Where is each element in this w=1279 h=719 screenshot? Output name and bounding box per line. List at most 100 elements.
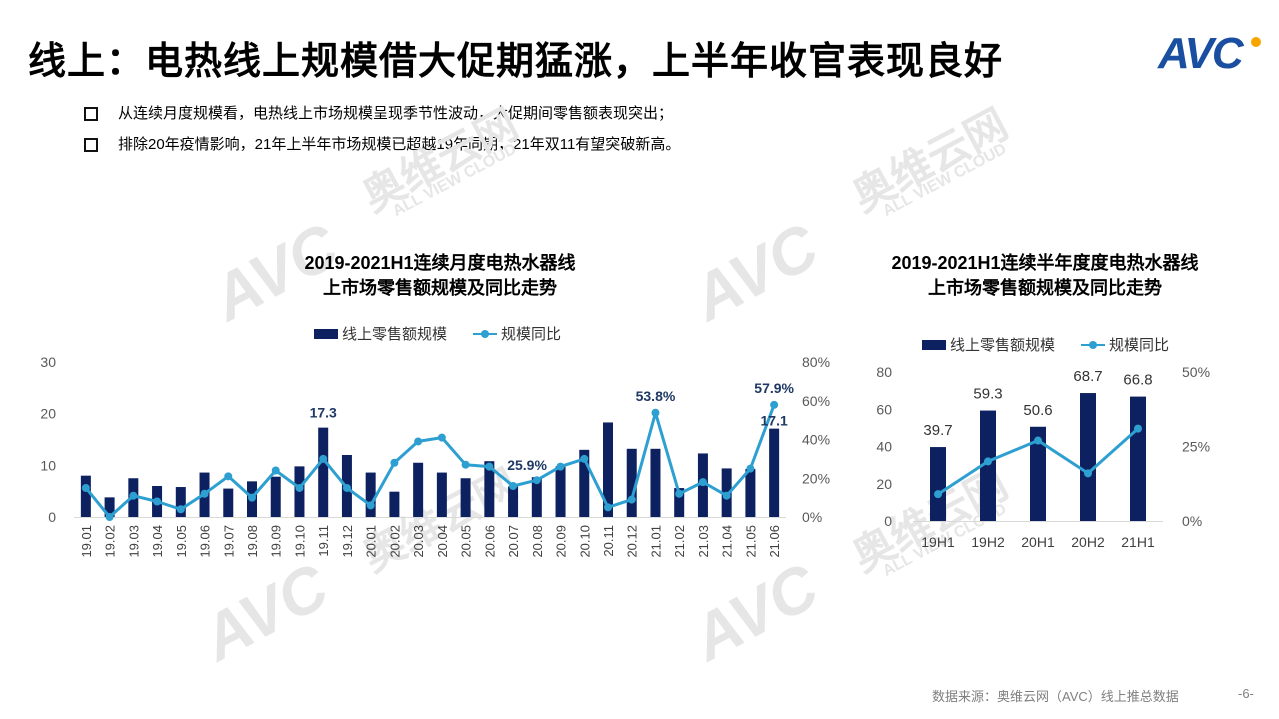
bar	[460, 478, 471, 517]
y-left-tick-label: 20	[876, 476, 892, 492]
chart1-title-line: 2019-2021H1连续月度电热水器线	[304, 253, 576, 273]
x-tick-label: 19.01	[79, 525, 94, 558]
y-left-tick-label: 10	[40, 457, 56, 473]
line-point	[770, 400, 779, 409]
bar-value-label: 68.7	[1073, 368, 1102, 385]
line-point	[105, 513, 114, 521]
line-point	[319, 454, 328, 463]
x-tick-label: 20.08	[530, 525, 545, 558]
line-point	[295, 483, 304, 492]
data-label: 53.8%	[636, 388, 676, 404]
line-point	[556, 462, 565, 471]
bar	[508, 486, 519, 517]
x-tick-label: 19.07	[221, 525, 236, 558]
bar	[318, 427, 329, 517]
line-point	[698, 478, 707, 487]
y-left-tick-label: 40	[876, 439, 892, 455]
line-point	[722, 491, 731, 500]
bar	[674, 488, 685, 517]
line-point	[461, 460, 470, 469]
y-left-tick-label: 80	[876, 364, 892, 380]
line-point	[604, 503, 612, 512]
line-point	[509, 482, 518, 490]
line-point	[153, 497, 162, 506]
x-tick-label: 20.10	[577, 525, 592, 558]
y-left-tick-label: 60	[876, 401, 892, 417]
y-left-tick-label: 0	[884, 513, 892, 529]
bar-value-label: 66.8	[1123, 372, 1152, 389]
y-left-tick-label: 20	[40, 406, 56, 422]
y-right-tick-label: 0%	[802, 509, 822, 525]
square-bullet-icon	[84, 106, 98, 121]
logo-dot	[1251, 37, 1261, 47]
x-tick-label: 19.06	[198, 525, 213, 558]
data-label: 25.9%	[507, 457, 547, 473]
y-left-tick-label: 30	[40, 354, 56, 370]
x-tick-label: 21.04	[720, 525, 735, 558]
x-tick-label: 20.12	[625, 525, 640, 558]
y-right-tick-label: 60%	[802, 393, 830, 409]
line-point	[342, 483, 351, 492]
x-tick-label: 19.10	[292, 525, 307, 558]
bar	[365, 472, 376, 517]
x-tick-label: 19.08	[245, 525, 260, 558]
page-number: -6-	[1238, 686, 1254, 701]
bar	[413, 462, 424, 517]
bar	[531, 477, 542, 517]
bar	[484, 461, 495, 517]
bar-value-label: 50.6	[1023, 402, 1052, 419]
logo-text: AVC	[1157, 29, 1245, 78]
bar	[175, 487, 186, 517]
legend-line-label: 规模同比	[1109, 337, 1170, 354]
y-right-tick-label: 80%	[802, 354, 830, 370]
series-line	[84, 404, 776, 519]
y-right-tick-label: 50%	[1182, 364, 1210, 380]
x-tick-label: 20.06	[482, 525, 497, 558]
bar	[555, 466, 566, 517]
bar	[389, 491, 400, 517]
bar	[223, 488, 234, 517]
line-point	[485, 462, 494, 471]
line-point	[627, 495, 636, 504]
line-point	[176, 505, 185, 514]
data-label: 17.1	[761, 413, 788, 429]
x-tick-label: 19.12	[340, 525, 355, 558]
chart2-title: 2019-2021H1连续半年度度电热水器线 上市场零售额规模及同比走势	[845, 251, 1245, 301]
chart1-legend: 线上零售额规模 规模同比	[314, 323, 561, 344]
chart1-title: 2019-2021H1连续月度电热水器线 上市场零售额规模及同比走势	[230, 251, 650, 301]
line-point	[1034, 436, 1042, 445]
line-point	[746, 464, 755, 473]
x-tick-label: 21.03	[696, 525, 711, 558]
line-point	[1134, 424, 1142, 433]
x-tick-label: 21.01	[648, 525, 663, 558]
page-title: 线上：电热线上规模借大促期猛涨，上半年收官表现良好	[28, 41, 1004, 83]
x-tick-label: 20.11	[601, 525, 616, 557]
x-tick-label: 20.01	[364, 525, 379, 558]
bullet-text: 排除20年疫情影响，21年上半年市场规模已超越19年同期，21年双11有望突破新…	[118, 136, 681, 153]
chart1-title-line: 上市场零售额规模及同比走势	[323, 278, 557, 298]
line-point	[984, 457, 992, 466]
line-point	[414, 437, 423, 446]
line-point	[390, 458, 399, 467]
bar	[930, 447, 946, 521]
x-tick-label: 20H2	[1071, 534, 1105, 550]
x-tick-label: 20.02	[387, 525, 402, 558]
line-point	[129, 491, 138, 500]
y-right-tick-label: 20%	[802, 470, 830, 486]
bullet-text: 从连续月度规模看，电热线上市场规模呈现季节性波动，大促期间零售额表现突出；	[118, 105, 674, 122]
bar	[650, 448, 661, 517]
bar-legend-swatch	[314, 328, 338, 339]
line-legend-swatch	[473, 329, 498, 339]
bullet-item: 从连续月度规模看，电热线上市场规模呈现季节性波动，大促期间零售额表现突出；	[84, 98, 680, 129]
bar	[1080, 393, 1096, 521]
x-tick-label: 19.03	[126, 525, 141, 558]
bar	[436, 472, 447, 517]
y-right-tick-label: 25%	[1182, 439, 1210, 455]
bar	[80, 475, 91, 517]
bar	[769, 428, 780, 517]
square-bullet-icon	[84, 137, 98, 152]
bar	[1030, 426, 1046, 521]
bar	[980, 410, 996, 521]
